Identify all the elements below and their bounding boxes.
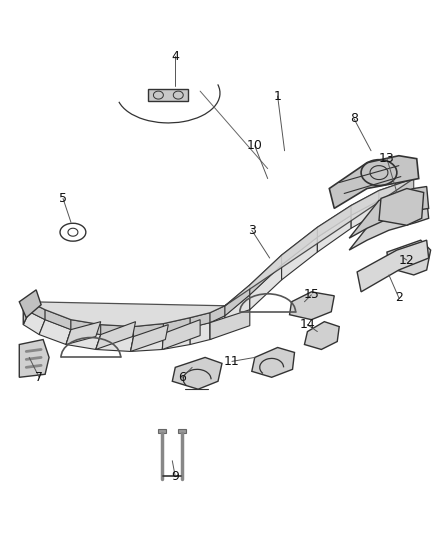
Text: 4: 4: [171, 50, 179, 63]
Polygon shape: [159, 429, 166, 433]
Polygon shape: [71, 320, 101, 335]
Polygon shape: [318, 215, 351, 252]
Polygon shape: [357, 240, 429, 292]
Polygon shape: [172, 358, 222, 389]
Polygon shape: [210, 316, 225, 340]
Polygon shape: [250, 265, 282, 310]
Polygon shape: [351, 200, 379, 228]
Polygon shape: [96, 335, 134, 351]
Text: 7: 7: [35, 371, 43, 384]
Polygon shape: [23, 312, 45, 335]
Polygon shape: [210, 310, 250, 340]
Polygon shape: [131, 325, 168, 351]
Polygon shape: [329, 156, 419, 208]
Polygon shape: [304, 321, 339, 350]
Polygon shape: [39, 320, 71, 344]
Polygon shape: [351, 190, 379, 215]
Polygon shape: [162, 328, 190, 350]
Polygon shape: [29, 179, 414, 327]
Polygon shape: [210, 306, 225, 322]
Text: 5: 5: [59, 192, 67, 205]
Polygon shape: [66, 321, 101, 344]
Polygon shape: [19, 290, 41, 318]
Text: 3: 3: [248, 224, 256, 237]
Polygon shape: [379, 179, 414, 200]
Polygon shape: [318, 205, 351, 237]
Polygon shape: [45, 310, 71, 329]
Text: 6: 6: [178, 371, 186, 384]
Polygon shape: [290, 292, 334, 320]
Polygon shape: [178, 429, 186, 433]
Polygon shape: [282, 227, 318, 265]
Polygon shape: [162, 320, 200, 350]
Text: 10: 10: [247, 139, 263, 152]
Polygon shape: [96, 321, 135, 350]
Polygon shape: [252, 348, 294, 377]
Polygon shape: [349, 198, 429, 250]
Polygon shape: [134, 324, 163, 336]
Polygon shape: [148, 89, 188, 101]
Text: 9: 9: [171, 470, 179, 483]
Polygon shape: [29, 302, 45, 320]
Text: 8: 8: [350, 112, 358, 125]
Polygon shape: [379, 189, 414, 212]
Polygon shape: [190, 313, 210, 328]
Text: 15: 15: [304, 288, 319, 301]
Polygon shape: [66, 329, 101, 350]
Polygon shape: [225, 295, 250, 332]
Polygon shape: [23, 298, 29, 325]
Polygon shape: [163, 318, 190, 334]
Polygon shape: [387, 240, 431, 275]
Polygon shape: [349, 187, 429, 238]
Polygon shape: [131, 334, 163, 351]
Polygon shape: [250, 255, 282, 295]
Text: 2: 2: [395, 292, 403, 304]
Text: 1: 1: [274, 90, 282, 102]
Text: 14: 14: [300, 318, 315, 331]
Polygon shape: [190, 322, 210, 344]
Polygon shape: [19, 340, 49, 377]
Text: 12: 12: [399, 254, 415, 266]
Polygon shape: [101, 325, 134, 336]
Polygon shape: [379, 189, 424, 225]
Polygon shape: [282, 237, 318, 280]
Text: 11: 11: [224, 355, 240, 368]
Text: 13: 13: [379, 152, 395, 165]
Polygon shape: [225, 285, 250, 316]
